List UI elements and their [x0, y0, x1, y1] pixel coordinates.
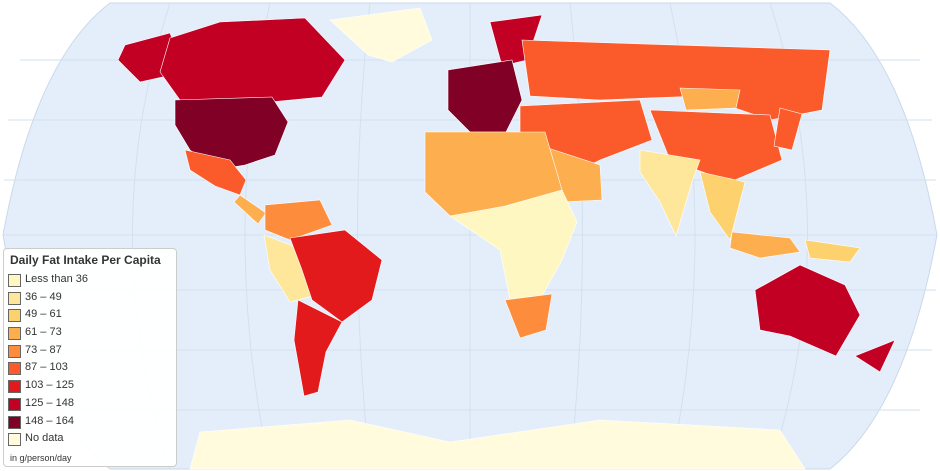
legend-swatch	[8, 362, 21, 376]
country	[854, 339, 896, 373]
legend-swatch	[8, 397, 21, 411]
legend-item: 49 – 61	[4, 306, 176, 324]
legend: Daily Fat Intake Per Capita Less than 36…	[3, 248, 177, 467]
legend-note: in g/person/day	[10, 453, 72, 463]
legend-swatch	[8, 291, 21, 305]
legend-label: 61 – 73	[25, 326, 62, 339]
country	[289, 229, 383, 323]
country	[159, 17, 346, 103]
legend-item: 61 – 73	[4, 324, 176, 342]
country	[329, 7, 433, 63]
legend-label: 36 – 49	[25, 290, 62, 303]
country	[729, 231, 801, 259]
legend-swatch	[8, 327, 21, 341]
legend-label: No data	[25, 432, 64, 445]
country	[639, 149, 701, 237]
countries	[117, 7, 896, 470]
legend-item: Less than 36	[4, 271, 176, 289]
legend-item: 148 – 164	[4, 413, 176, 431]
legend-item: No data	[4, 430, 176, 448]
country	[754, 264, 861, 357]
country	[773, 107, 803, 151]
legend-swatch	[8, 415, 21, 429]
legend-item: 125 – 148	[4, 395, 176, 413]
country	[447, 59, 523, 133]
legend-item: 36 – 49	[4, 289, 176, 307]
country	[264, 199, 333, 241]
legend-items: Less than 36 36 – 49 49 – 61 61 – 73 73 – 87…	[4, 271, 176, 448]
country	[263, 234, 313, 303]
legend-label: 87 – 103	[25, 361, 68, 374]
legend-label: Less than 36	[25, 273, 88, 285]
country	[504, 293, 553, 339]
country	[189, 419, 806, 470]
legend-swatch	[8, 380, 21, 394]
legend-swatch	[8, 309, 21, 323]
country	[449, 189, 578, 301]
country	[174, 96, 289, 171]
legend-item: 87 – 103	[4, 359, 176, 377]
country	[233, 194, 267, 225]
country	[293, 299, 343, 397]
legend-item: 73 – 87	[4, 342, 176, 360]
country	[679, 87, 741, 111]
country	[804, 239, 861, 263]
legend-item: 103 – 125	[4, 377, 176, 395]
legend-swatch	[8, 274, 21, 287]
legend-label: 125 – 148	[25, 396, 74, 409]
country	[699, 171, 746, 241]
legend-swatch	[8, 433, 21, 447]
legend-label: 49 – 61	[25, 308, 62, 321]
legend-swatch	[8, 344, 21, 358]
legend-title: Daily Fat Intake Per Capita	[10, 253, 161, 267]
legend-label: 103 – 125	[25, 379, 74, 392]
legend-label: 73 – 87	[25, 343, 62, 356]
legend-label: 148 – 164	[25, 414, 74, 427]
